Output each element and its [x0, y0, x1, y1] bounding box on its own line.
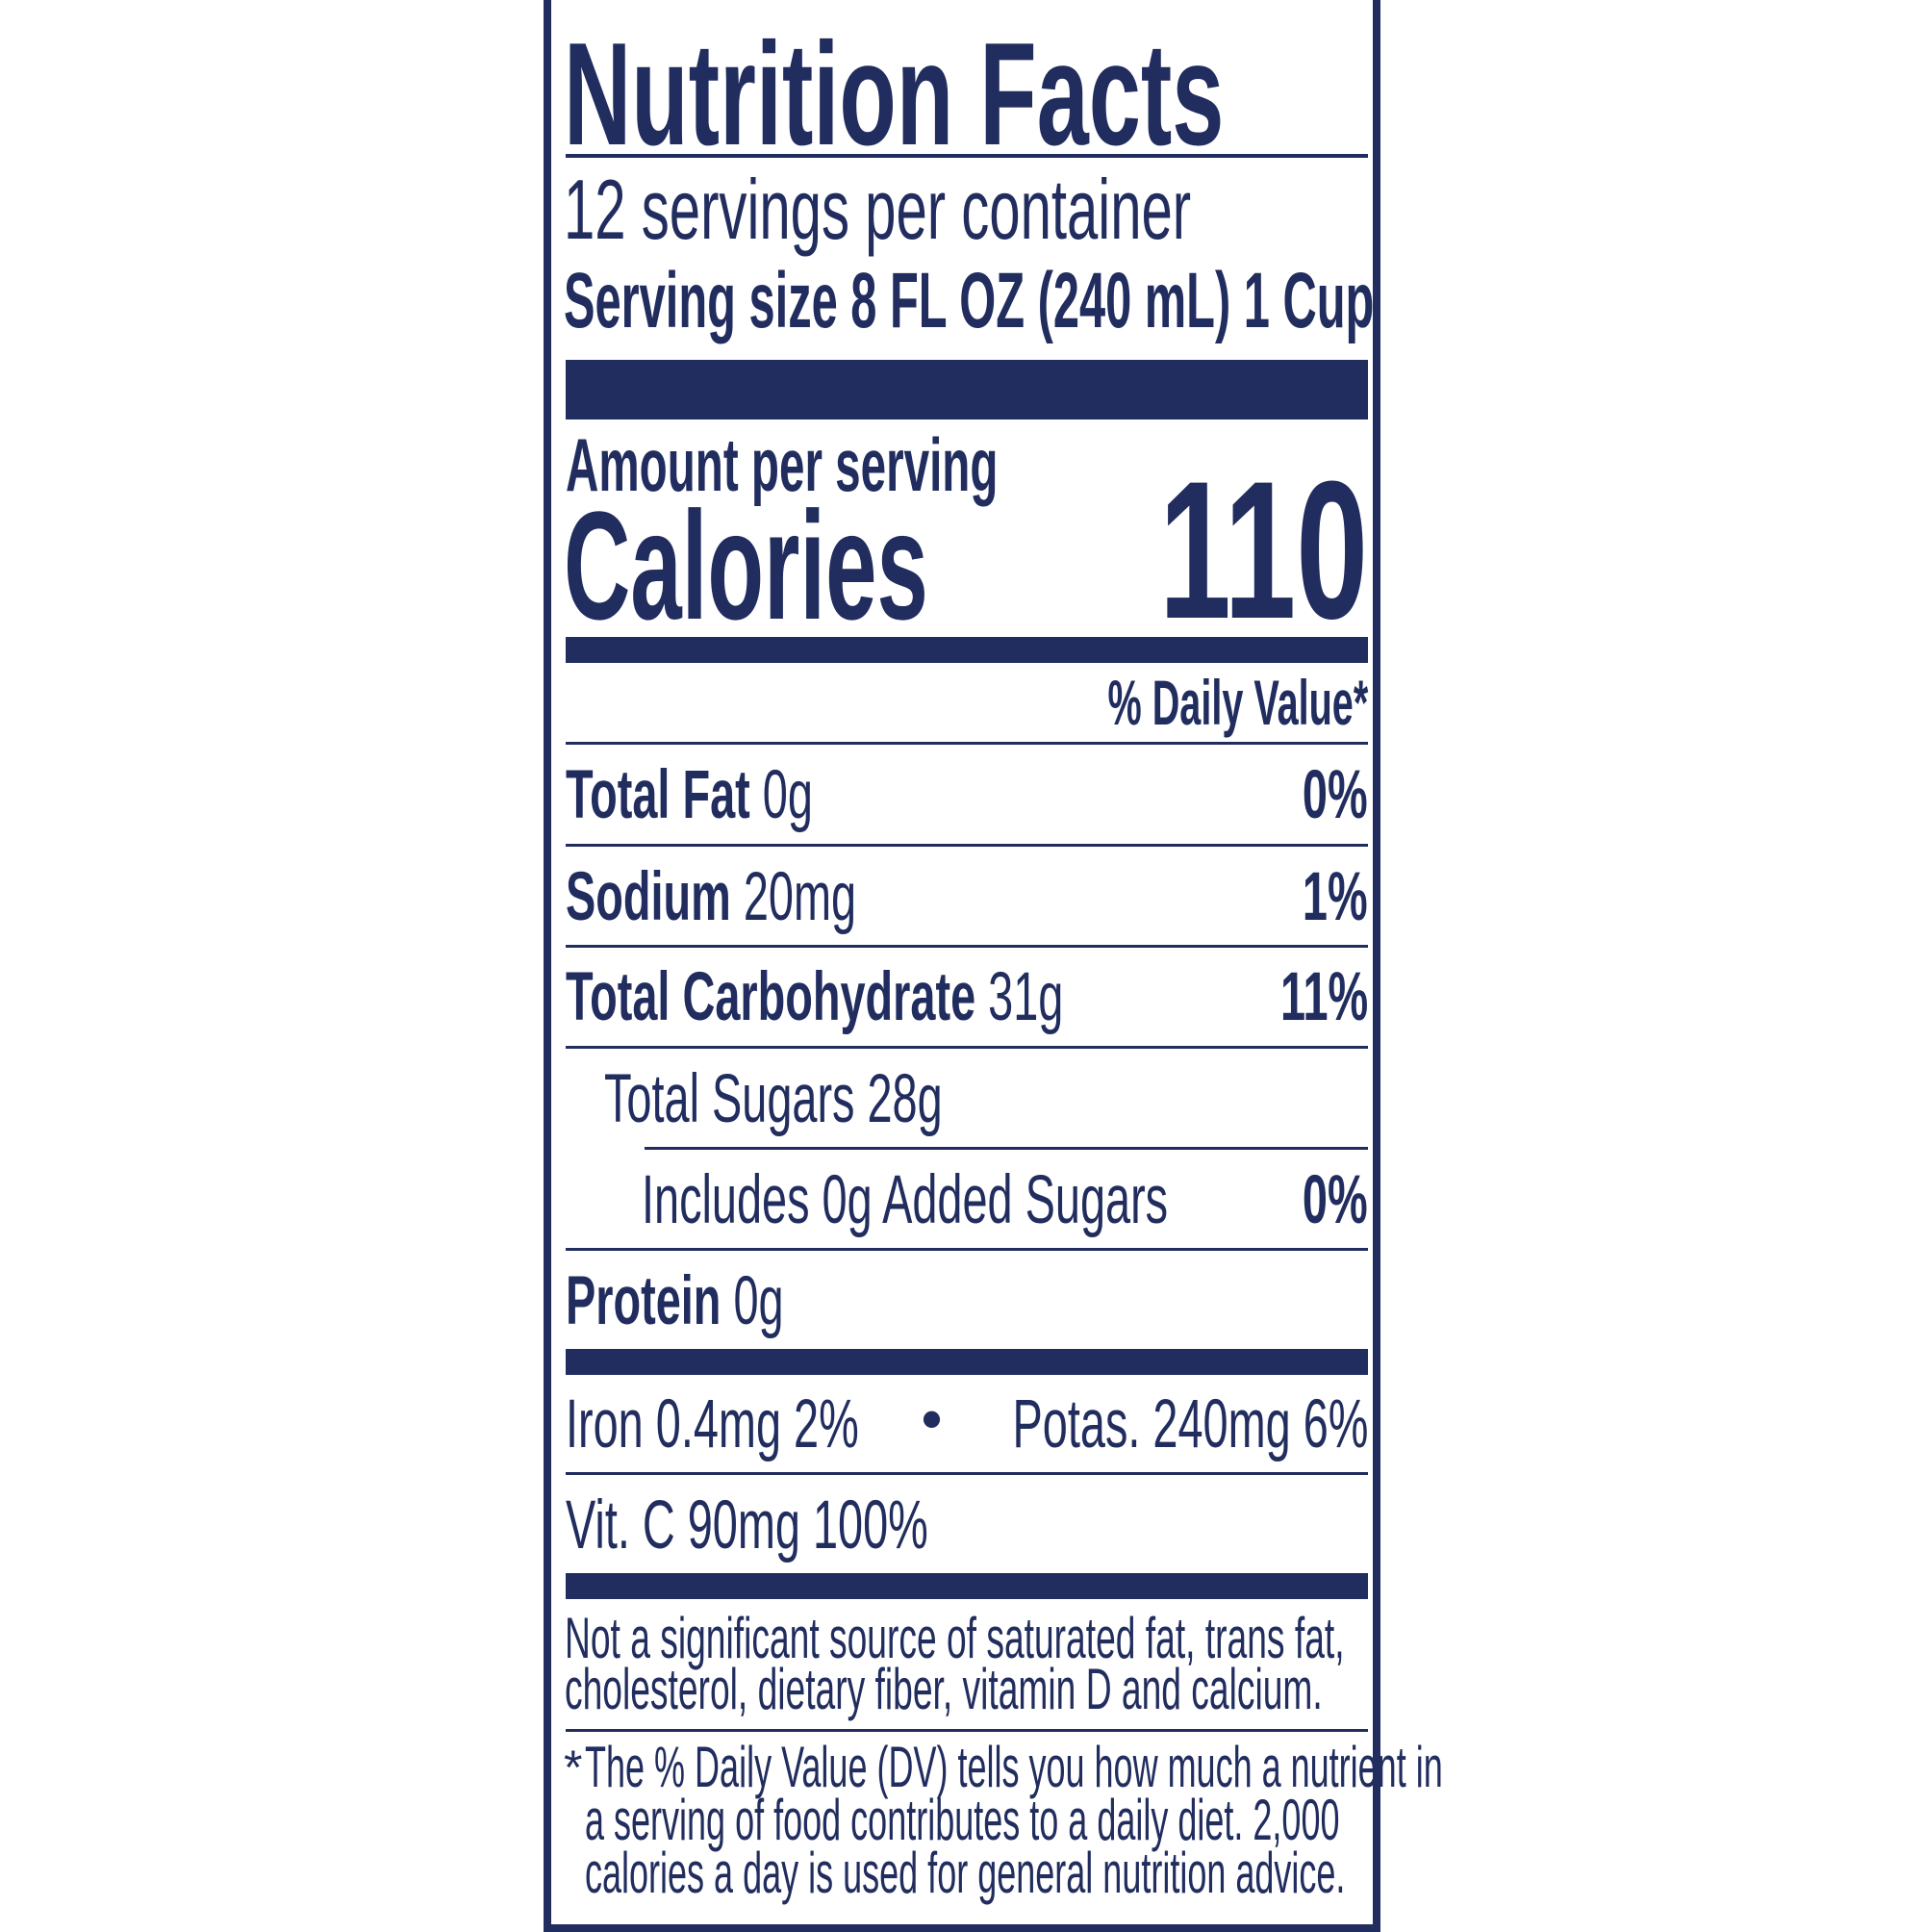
nutrient-name: Total Carbohydrate	[566, 959, 976, 1035]
nutrient-dv: 0%	[1303, 757, 1368, 833]
nutrient-amount: 31g	[988, 959, 1064, 1035]
not-significant-line-2: cholesterol, dietary fiber, vitamin D an…	[565, 1657, 1323, 1721]
nutrient-dv: 0%	[1303, 1162, 1368, 1238]
nutrient-dv: 11%	[1279, 959, 1368, 1035]
not-significant-line-1: Not a significant source of saturated fa…	[565, 1606, 1345, 1670]
medium-divider	[566, 1573, 1368, 1599]
nutrient-row-total-sugars: Total Sugars 28g	[604, 1061, 943, 1137]
servings-per-container: 12 servings per container	[564, 162, 1192, 257]
nutrient-row-protein: Protein 0g	[566, 1267, 784, 1335]
calories-label: Calories	[564, 479, 928, 651]
divider	[566, 1729, 1368, 1732]
nutrient-row-total-carbohydrate: Total Carbohydrate 31g	[566, 963, 1063, 1031]
divider	[566, 1046, 1368, 1049]
nutrient-amount: 20mg	[743, 859, 857, 935]
medium-divider	[566, 1349, 1368, 1375]
label-title: Nutrition Facts	[564, 13, 1225, 176]
nutrient-name: Sodium	[566, 859, 731, 935]
footnote-asterisk: *	[564, 1741, 583, 1794]
divider	[645, 1147, 1368, 1150]
divider	[566, 1248, 1368, 1251]
serving-size: Serving size 8 FL OZ (240 mL) 1 Cup	[564, 257, 1375, 344]
medium-divider	[566, 637, 1368, 663]
nutrient-row-added-sugars: Includes 0g Added Sugars	[642, 1162, 1169, 1238]
nutrient-amount: 0g	[733, 1263, 784, 1339]
divider	[566, 945, 1368, 948]
iron-value: Iron 0.4mg 2%	[566, 1386, 859, 1462]
vitamin-c-value: Vit. C 90mg 100%	[566, 1487, 928, 1563]
amount-per-serving: Amount per serving	[566, 422, 999, 507]
nutrient-dv: 1%	[1303, 859, 1368, 935]
footnote-line-1: The % Daily Value (DV) tells you how muc…	[585, 1735, 1443, 1799]
divider	[566, 844, 1368, 847]
nutrient-row-sodium: Sodium 20mg	[566, 863, 856, 931]
divider	[566, 154, 1368, 158]
nutrient-name: Protein	[566, 1263, 722, 1339]
nutrient-name: Total Fat	[566, 757, 750, 833]
potassium-value: Potas. 240mg 6%	[1012, 1386, 1368, 1462]
bullet-separator: •	[922, 1386, 943, 1451]
divider	[566, 1472, 1368, 1475]
footnote-line-2: a serving of food contributes to a daily…	[585, 1788, 1340, 1852]
divider	[566, 742, 1368, 745]
nutrient-row-total-fat: Total Fat 0g	[566, 761, 813, 829]
daily-value-header: % Daily Value*	[1107, 667, 1368, 738]
calories-value: 110	[1158, 441, 1368, 660]
footnote-line-3: calories a day is used for general nutri…	[585, 1841, 1346, 1905]
thick-divider	[566, 360, 1368, 419]
nutrient-amount: 0g	[762, 757, 813, 833]
